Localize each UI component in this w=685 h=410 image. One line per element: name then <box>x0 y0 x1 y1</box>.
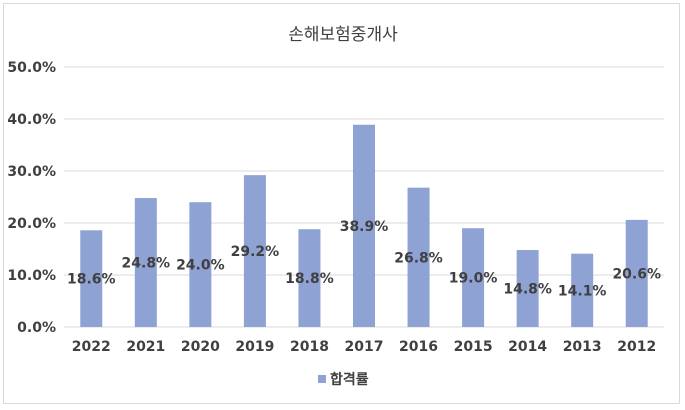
y-tick-label: 30.0% <box>7 164 56 180</box>
data-label-2019: 29.2% <box>231 244 280 260</box>
legend-label: 합격률 <box>330 371 369 388</box>
legend-swatch <box>318 375 326 383</box>
data-label-2021: 24.8% <box>122 256 171 272</box>
bars <box>80 124 648 327</box>
bar-2014 <box>516 250 539 327</box>
data-label-2018: 18.8% <box>285 271 334 287</box>
bar-2019 <box>243 175 266 327</box>
data-labels: 18.6% 24.8% 24.0% 29.2% 18.8% 38.9% 26.8% 19.0%… <box>67 219 661 299</box>
data-label-2013: 14.1% <box>558 283 607 299</box>
y-tick-label: 0.0% <box>17 320 56 336</box>
data-label-2016: 26.8% <box>394 250 443 266</box>
legend: 합격률 <box>318 371 369 388</box>
x-tick-label: 2019 <box>235 339 274 355</box>
x-tick-label: 2018 <box>290 339 329 355</box>
y-tick-label: 40.0% <box>7 112 56 128</box>
x-tick-label: 2020 <box>181 339 220 355</box>
bar-2012 <box>625 219 648 327</box>
bar-2018 <box>298 229 321 327</box>
data-label-2020: 24.0% <box>176 258 225 274</box>
bar-2022 <box>80 230 103 327</box>
x-tick-label: 2012 <box>617 339 656 355</box>
chart-frame: 손해보험중개사 0.0% 10.0% 20.0% 30.0% 40.0% 50.0% 20… <box>3 3 680 404</box>
chart-title: 손해보험중개사 <box>288 25 398 45</box>
y-tick-label: 10.0% <box>7 268 56 284</box>
data-label-2014: 14.8% <box>503 282 552 298</box>
data-label-2012: 20.6% <box>612 266 661 282</box>
x-tick-label: 2022 <box>72 339 111 355</box>
bar-2015 <box>462 228 485 327</box>
y-axis-ticks: 0.0% 10.0% 20.0% 30.0% 40.0% 50.0% <box>7 60 56 336</box>
x-axis-ticks: 2022 2021 2020 2019 2018 2017 2016 2015 2014 2013… <box>72 339 656 355</box>
data-label-2017: 38.9% <box>340 219 389 235</box>
bar-2020 <box>189 202 212 327</box>
chart-svg: 손해보험중개사 0.0% 10.0% 20.0% 30.0% 40.0% 50.0% 20… <box>7 25 664 388</box>
y-tick-label: 20.0% <box>7 216 56 232</box>
x-tick-label: 2021 <box>126 339 165 355</box>
bar-2021 <box>134 198 157 327</box>
x-tick-label: 2016 <box>399 339 438 355</box>
bar-2017 <box>353 124 375 327</box>
x-tick-label: 2014 <box>508 339 547 355</box>
x-tick-label: 2017 <box>345 339 384 355</box>
bar-2016 <box>407 187 430 327</box>
x-tick-label: 2015 <box>454 339 493 355</box>
y-tick-label: 50.0% <box>7 60 56 76</box>
data-label-2015: 19.0% <box>449 271 498 287</box>
data-label-2022: 18.6% <box>67 272 116 288</box>
x-tick-label: 2013 <box>563 339 602 355</box>
bar-2013 <box>571 253 594 327</box>
